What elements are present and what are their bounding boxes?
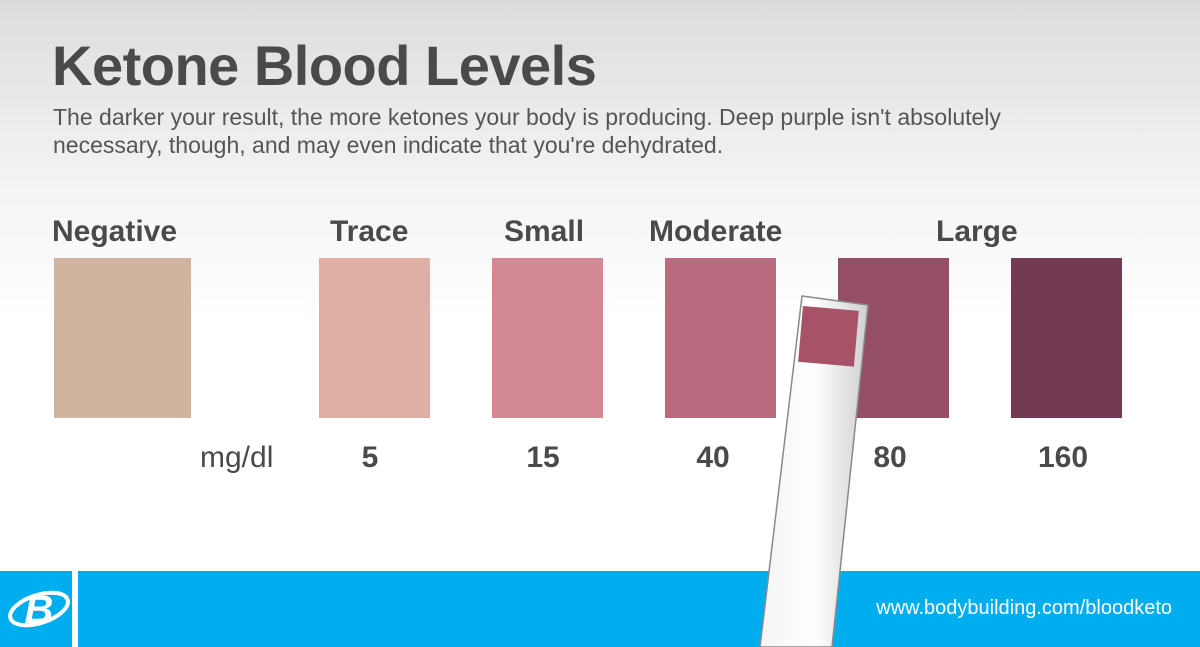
value-80: 80 <box>873 441 907 474</box>
value-15: 15 <box>526 441 560 474</box>
footer-url-link[interactable]: www.bodybuilding.com/bloodketo <box>876 597 1172 619</box>
svg-text:B: B <box>25 588 54 632</box>
swatch-5 <box>319 258 430 418</box>
label-small: Small <box>504 215 585 248</box>
swatch-80 <box>838 258 949 418</box>
swatch-40 <box>665 258 776 418</box>
value-160: 160 <box>1037 441 1089 474</box>
label-trace: Trace <box>330 215 409 248</box>
value-40: 40 <box>696 441 730 474</box>
value-5: 5 <box>361 441 379 474</box>
bodybuilding-b-logo-icon: B <box>8 588 70 632</box>
footer-bar: B www.bodybuilding.com/bloodketo <box>0 571 1200 647</box>
swatch-160 <box>1011 258 1122 418</box>
label-moderate: Moderate <box>649 215 783 248</box>
page-subtitle: The darker your result, the more ketones… <box>53 104 1001 158</box>
label-negative: Negative <box>52 215 178 248</box>
swatch-15 <box>492 258 603 418</box>
swatch-negative <box>54 258 191 418</box>
unit-label: mg/dl <box>200 441 274 474</box>
logo[interactable]: B <box>0 571 78 647</box>
page-title: Ketone Blood Levels <box>52 34 597 97</box>
label-large: Large <box>936 215 1018 248</box>
